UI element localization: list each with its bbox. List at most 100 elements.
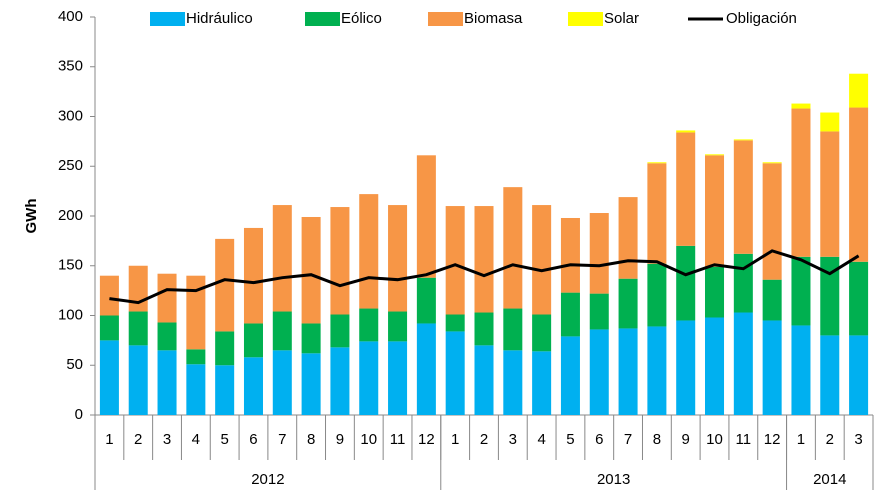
y-tick-label: 400 — [58, 8, 83, 25]
bar-segment — [705, 155, 725, 267]
bar-segment — [157, 322, 177, 351]
group-label: 2012 — [251, 471, 284, 488]
bar-segment — [388, 311, 408, 342]
bar-segment — [330, 314, 350, 348]
bar-segment — [733, 139, 753, 141]
bar-segment — [445, 314, 465, 332]
x-tick-label: 9 — [682, 431, 690, 448]
bar-segment — [560, 336, 580, 415]
bar-segment — [99, 315, 119, 341]
x-tick-label: 4 — [537, 431, 545, 448]
x-tick-label: 3 — [509, 431, 517, 448]
bar-segment — [618, 197, 638, 279]
bar-segment — [243, 357, 263, 415]
bar-segment — [820, 112, 840, 132]
bar-segment — [301, 323, 321, 354]
y-tick-label: 250 — [58, 157, 83, 174]
bar-segment — [532, 314, 552, 352]
bar-segment — [589, 213, 609, 294]
group-label: 2013 — [597, 471, 630, 488]
bar-segment — [676, 245, 696, 321]
bar-segment — [186, 364, 206, 415]
legend-label: Solar — [604, 10, 639, 27]
y-tick-label: 200 — [58, 207, 83, 224]
bar-segment — [705, 154, 725, 156]
bar-segment — [330, 347, 350, 415]
x-tick-label: 10 — [360, 431, 377, 448]
bar-segment — [618, 278, 638, 329]
bar-segment — [647, 163, 667, 264]
bar-segment — [186, 275, 206, 350]
bar-segment — [186, 349, 206, 365]
x-tick-label: 8 — [307, 431, 315, 448]
y-tick-label: 0 — [75, 406, 83, 423]
bar-segment — [849, 261, 869, 336]
bar-segment — [359, 341, 379, 415]
bar-segment — [416, 277, 436, 324]
bar-segment — [128, 311, 148, 346]
bar-segment — [128, 345, 148, 415]
bar-segment — [733, 140, 753, 254]
bar-segment — [820, 335, 840, 415]
bar-segment — [791, 103, 811, 109]
y-tick-label: 50 — [66, 356, 83, 373]
bar-segment — [215, 331, 235, 366]
bar-segment — [272, 350, 292, 415]
bar-segment — [676, 320, 696, 415]
bar-segment — [474, 312, 494, 346]
x-tick-label: 7 — [624, 431, 632, 448]
bar-segment — [705, 317, 725, 415]
bar-segment — [849, 73, 869, 108]
legend-label: Obligación — [726, 10, 797, 27]
bar-segment — [647, 162, 667, 164]
legend-swatch — [568, 12, 603, 26]
y-tick-label: 100 — [58, 306, 83, 323]
bar-segment — [330, 207, 350, 315]
x-tick-label: 2 — [134, 431, 142, 448]
legend-swatch — [305, 12, 340, 26]
bar-segment — [618, 328, 638, 415]
x-tick-label: 5 — [566, 431, 574, 448]
x-tick-label: 4 — [192, 431, 200, 448]
bar-segment — [820, 131, 840, 257]
bar-segment — [128, 265, 148, 312]
bar-segment — [762, 320, 782, 415]
x-tick-label: 11 — [736, 431, 752, 448]
bar-segment — [301, 353, 321, 415]
bar-segment — [762, 279, 782, 321]
x-tick-label: 12 — [764, 431, 781, 448]
bar-segment — [474, 345, 494, 415]
bar-segment — [301, 216, 321, 324]
bar-segment — [359, 308, 379, 342]
line — [109, 249, 860, 305]
bar-segment — [503, 187, 523, 309]
bar-segment — [676, 130, 696, 133]
x-tick-label: 3 — [163, 431, 171, 448]
bar-segment — [243, 323, 263, 358]
bar-segment — [474, 206, 494, 313]
bar-segment — [243, 227, 263, 324]
group-label: 2014 — [813, 471, 846, 488]
bar-segment — [215, 238, 235, 332]
legend-label: Biomasa — [464, 10, 523, 27]
bar-segment — [503, 308, 523, 351]
x-tick-label: 11 — [390, 431, 406, 448]
x-tick-label: 3 — [854, 431, 862, 448]
x-tick-label: 9 — [336, 431, 344, 448]
x-tick-label: 7 — [278, 431, 286, 448]
bar-segment — [791, 256, 811, 326]
bar-segment — [589, 329, 609, 415]
bar-segment — [849, 107, 869, 262]
x-tick-label: 2 — [826, 431, 834, 448]
x-tick-label: 8 — [653, 431, 661, 448]
bar-segment — [388, 205, 408, 312]
y-tick-label: 300 — [58, 107, 83, 124]
bar-segment — [272, 311, 292, 351]
x-tick-label: 10 — [706, 431, 723, 448]
bar-segment — [359, 194, 379, 309]
bar-segment — [705, 266, 725, 318]
bar-segment — [647, 263, 667, 327]
bar-segment — [560, 292, 580, 337]
bar-segment — [820, 256, 840, 336]
bar-segment — [647, 326, 667, 415]
